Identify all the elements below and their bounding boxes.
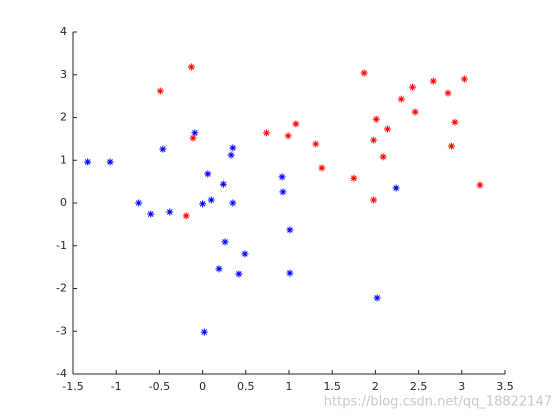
point	[199, 200, 207, 208]
point	[159, 145, 167, 153]
point	[241, 250, 249, 258]
x-tick-label: 2.5	[410, 380, 428, 393]
y-tick-label: 0	[60, 196, 67, 209]
point	[451, 118, 459, 126]
x-tick-label: 0.5	[237, 380, 255, 393]
x-tick-label: 1.5	[323, 380, 341, 393]
point	[189, 134, 197, 142]
point	[147, 210, 155, 218]
y-tick-label: 2	[60, 111, 67, 124]
point	[229, 144, 237, 152]
point	[476, 181, 484, 189]
point	[409, 83, 417, 91]
point	[444, 89, 452, 97]
x-tick-label: -1	[111, 380, 122, 393]
x-tick-label: 2	[372, 380, 379, 393]
point	[229, 199, 237, 207]
point	[204, 170, 212, 178]
point	[135, 199, 143, 207]
point	[187, 63, 195, 71]
point	[263, 129, 271, 137]
point	[379, 153, 387, 161]
point	[397, 95, 405, 103]
y-tick-label: 4	[60, 25, 67, 38]
point	[235, 270, 243, 278]
y-tick-label: -2	[56, 282, 67, 295]
y-tick-label: -4	[56, 367, 67, 380]
point	[182, 212, 190, 220]
point	[312, 140, 320, 148]
point	[286, 269, 294, 277]
point	[411, 108, 419, 116]
point	[227, 151, 235, 159]
x-tick-label: 3	[458, 380, 465, 393]
point	[200, 328, 208, 336]
point	[372, 115, 380, 123]
y-tick-label: 1	[60, 153, 67, 166]
point	[360, 69, 368, 77]
y-tick-label: -3	[56, 324, 67, 337]
point	[383, 125, 391, 133]
point	[215, 265, 223, 273]
point	[292, 120, 300, 128]
point	[373, 294, 381, 302]
point	[106, 158, 114, 166]
y-tick-label: -1	[56, 239, 67, 252]
point	[318, 164, 326, 172]
x-tick-label: 1	[286, 380, 293, 393]
y-tick-label: 3	[60, 68, 67, 81]
x-tick-label: 3.5	[496, 380, 514, 393]
x-tick-label: -1.5	[62, 380, 83, 393]
x-tick-label: 0	[199, 380, 206, 393]
x-tick-label: -0.5	[149, 380, 170, 393]
point	[278, 173, 286, 181]
point	[219, 180, 227, 188]
point	[221, 238, 229, 246]
point	[370, 196, 378, 204]
point	[279, 188, 287, 196]
point	[156, 87, 164, 95]
point	[392, 184, 400, 192]
point	[84, 158, 92, 166]
point	[370, 136, 378, 144]
point	[350, 174, 358, 182]
point	[166, 208, 174, 216]
point	[191, 129, 199, 137]
watermark: https://blog.csdn.net/qq_18822147	[324, 395, 552, 410]
point	[284, 132, 292, 140]
point	[447, 142, 455, 150]
point	[286, 226, 294, 234]
point	[429, 77, 437, 85]
point	[207, 196, 215, 204]
point	[460, 75, 468, 83]
